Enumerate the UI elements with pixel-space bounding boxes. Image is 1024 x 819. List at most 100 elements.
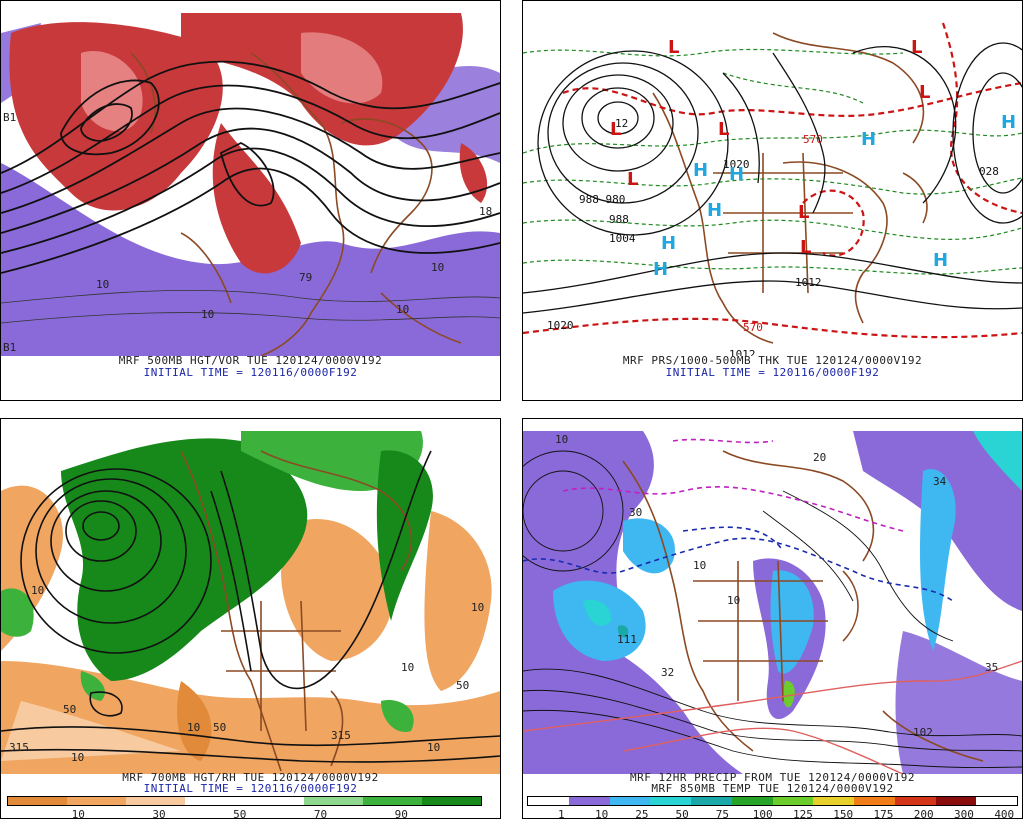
low-pressure-symbol: L [798,202,809,223]
high-pressure-symbol: H [933,250,948,271]
contour-label: 10 [471,601,484,614]
colorbar-tick-label: 150 [833,808,854,819]
colorbar-segment [244,797,304,805]
contour-label: 10 [187,721,200,734]
thickness-label: 570 [803,133,823,146]
precip-colorbar [527,796,1018,806]
colorbar-segment [772,797,814,805]
contour-label: 50 [63,703,76,716]
contour-label: 10 [31,584,44,597]
temperature-label: 10 [727,594,740,607]
caption-initial-time: INITIAL TIME = 120116/0000F192 [143,782,358,795]
colorbar-tick-label: 10 [595,808,609,819]
contour-label: 50 [456,679,469,692]
colorbar-segment [67,797,127,805]
colorbar-tick-label: 175 [873,808,894,819]
colorbar-segment [813,797,854,805]
map-500mb: 10 10 10 10 B1 B1 79 18 [1,13,500,356]
panel-700mb-heights-rh: 10 10 10 50 50 50 10 315 315 10 10 MRF 7… [0,418,501,819]
caption-subtitle: MRF 850MB TEMP TUE 120124/0000V192 [651,782,894,795]
colorbar-tick-label: 100 [752,808,773,819]
contour-label: 10 [396,303,409,316]
isobar-label: 1012 [729,348,756,356]
low-pressure-symbol: L [919,82,930,103]
isobar-label: 1012 [795,276,822,289]
colorbar-tick-label: 90 [394,808,408,819]
colorbar-segment [185,797,245,805]
colorbar-segment [650,797,691,805]
contour-label: 315 [331,729,351,742]
precip-label: 35 [985,661,998,674]
high-pressure-symbol: H [661,233,676,254]
contour-label: B1 [3,111,16,124]
temperature-label: 10 [555,433,568,446]
caption-initial-time: INITIAL TIME = 120116/0000F192 [143,366,358,379]
isobar-label: 028 [979,165,999,178]
rh-colorbar-labels: 10 30 50 70 90 [7,808,482,819]
isobar-label: 988 [609,213,629,226]
contour-label: 79 [299,271,312,284]
colorbar-segment [854,797,895,805]
contour-label: 18 [479,205,492,218]
colorbar-tick-label: 200 [913,808,934,819]
temperature-label: 10 [693,559,706,572]
low-pressure-symbol: L [610,119,621,140]
colorbar-tick-label: 25 [635,808,649,819]
colorbar-tick-label: 300 [954,808,974,819]
map-precip: 10 34 35 102 111 30 32 20 10 10 [523,431,1022,774]
low-pressure-symbol: L [911,37,922,58]
temperature-label: 30 [629,506,642,519]
low-pressure-symbol: L [800,237,811,258]
contour-label: 10 [71,751,84,764]
temperature-label: 20 [813,451,826,464]
high-pressure-symbol: H [1001,112,1016,133]
panel-500mb-heights-vorticity: 10 10 10 10 B1 B1 79 18 MRF 500MB HGT/VO… [0,0,501,401]
panel-surface-pressure-thickness: 1020 1012 1012 1020 028 988 1004 12 570 … [522,0,1023,401]
colorbar-tick-label: 10 [71,808,85,819]
caption-initial-time: INITIAL TIME = 120116/0000F192 [665,366,880,379]
colorbar-segment [362,797,422,805]
contour-label: 10 [427,741,440,754]
isobar-label: 1020 [723,158,750,171]
contour-label: 10 [431,261,444,274]
high-pressure-symbol: H [729,164,744,185]
colorbar-tick-label: 400 [994,808,1015,819]
colorbar-segment [935,797,977,805]
contour-label: 10 [401,661,414,674]
high-pressure-symbol: H [653,259,668,280]
colorbar-tick-label: 125 [793,808,813,819]
colorbar-segment [691,797,732,805]
map-surface-graphic: 1020 1012 1012 1020 028 988 1004 12 570 … [523,13,1022,356]
precip-label: 111 [617,633,637,646]
contour-label: 10 [96,278,109,291]
thickness-label: 570 [743,321,763,334]
contour-label: B1 [3,341,16,354]
contour-label: 10 [201,308,214,321]
low-pressure-symbol: L [627,169,638,190]
caption-title: MRF 500MB HGT/VOR TUE 120124/0000V192 [118,354,383,367]
colorbar-tick-label: 30 [152,808,166,819]
colorbar-segment [8,797,68,805]
high-pressure-symbol: H [861,129,876,150]
isobar-label: 12 [615,117,628,130]
map-700mb-graphic: 10 10 10 50 50 50 10 315 315 10 10 [1,431,500,774]
colorbar-segment [609,797,651,805]
isobar-label: 1004 [609,232,636,245]
map-surface: 1020 1012 1012 1020 028 988 1004 12 570 … [523,13,1022,356]
colorbar-segment [976,797,1017,805]
caption-title: MRF PRS/1000-500MB THK TUE 120124/0000V1… [622,354,923,367]
rh-colorbar [7,796,482,806]
colorbar-tick-label: 1 [558,808,565,819]
isobar-label: 988 980 [579,193,625,206]
caption-title: MRF 700MB HGT/RH TUE 120124/0000V192 [122,771,379,784]
high-pressure-symbol: H [707,200,722,221]
contour-label: 315 [9,741,29,754]
colorbar-segment [421,797,481,805]
colorbar-segment [731,797,773,805]
colorbar-segment [126,797,186,805]
colorbar-segment [894,797,936,805]
colorbar-tick-label: 50 [675,808,689,819]
map-700mb: 10 10 10 50 50 50 10 315 315 10 10 [1,431,500,774]
map-precip-graphic: 10 34 35 102 111 30 32 20 10 10 [523,431,1022,774]
map-500mb-graphic: 10 10 10 10 B1 B1 79 18 [1,13,500,356]
